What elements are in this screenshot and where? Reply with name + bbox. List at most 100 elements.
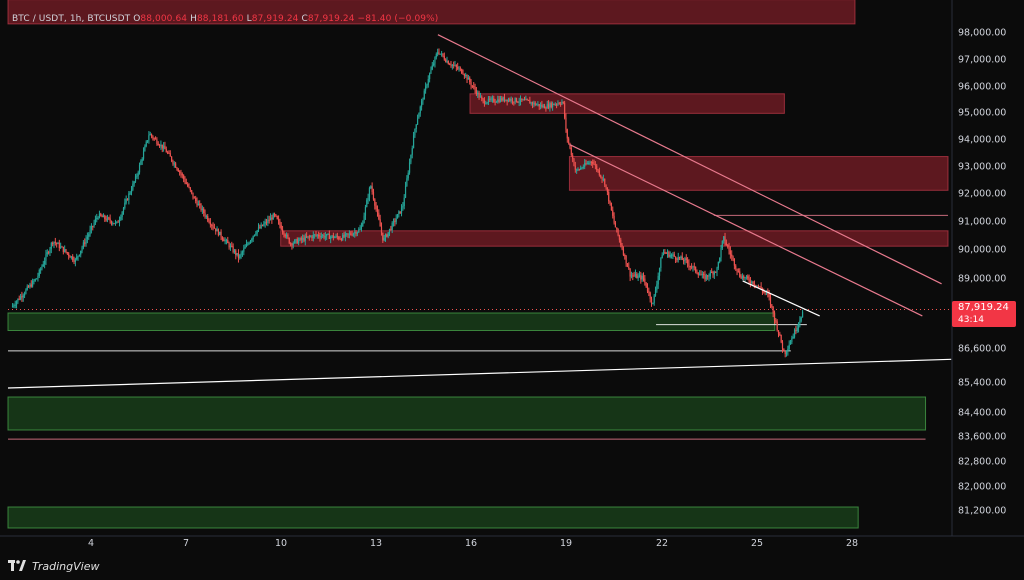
candle-body-36 bbox=[60, 246, 62, 248]
candle-body-329 bbox=[451, 64, 453, 66]
date-tick-label: 22 bbox=[656, 538, 668, 549]
candle-body-55 bbox=[85, 239, 87, 244]
candle-body-236 bbox=[327, 233, 329, 235]
candle-body-56 bbox=[86, 236, 89, 240]
candle-body-128 bbox=[183, 175, 185, 179]
candle-body-9 bbox=[23, 293, 26, 296]
candle-body-48 bbox=[76, 256, 78, 260]
candle-body-434 bbox=[592, 162, 594, 164]
candle-body-269 bbox=[371, 186, 373, 193]
candle-body-566 bbox=[768, 293, 770, 297]
candle-body-133 bbox=[189, 187, 191, 191]
candle-body-376 bbox=[514, 97, 516, 102]
support-zone-5[interactable] bbox=[7, 396, 927, 431]
candle-body-577 bbox=[783, 348, 785, 352]
support-zone-6[interactable] bbox=[7, 506, 859, 529]
candle-body-389 bbox=[531, 102, 534, 105]
candle-body-114 bbox=[164, 145, 166, 150]
candle-body-344 bbox=[471, 85, 473, 87]
resistance-zone-3[interactable] bbox=[280, 230, 949, 247]
candle-body-121 bbox=[173, 163, 175, 165]
trendline-0[interactable] bbox=[437, 34, 942, 285]
candle-body-43 bbox=[69, 255, 71, 258]
candle-body-172 bbox=[241, 251, 244, 254]
candle-body-311 bbox=[427, 79, 429, 85]
candle-body-209 bbox=[291, 243, 293, 246]
candle-body-293 bbox=[403, 197, 405, 207]
candle-body-130 bbox=[185, 182, 187, 184]
resistance-zone-1[interactable] bbox=[469, 93, 785, 114]
candle-body-370 bbox=[506, 99, 508, 102]
candle-body-30 bbox=[52, 243, 54, 245]
price-tick-label: 98,000.00 bbox=[958, 28, 1006, 39]
support-zone-4[interactable] bbox=[7, 312, 776, 331]
candle-body-286 bbox=[394, 220, 396, 222]
candle-body-112 bbox=[161, 144, 163, 149]
candle-body-314 bbox=[431, 65, 433, 70]
resistance-zone-0[interactable] bbox=[7, 0, 856, 25]
candle-body-25 bbox=[45, 254, 47, 261]
candle-body-368 bbox=[503, 97, 506, 101]
candle-body-290 bbox=[399, 211, 401, 214]
candle-body-491 bbox=[668, 252, 670, 257]
candle-body-135 bbox=[192, 192, 194, 198]
candle-body-375 bbox=[513, 101, 515, 103]
candle-body-355 bbox=[486, 102, 488, 104]
tradingview-footer[interactable]: TradingView bbox=[8, 557, 99, 575]
trendline-3[interactable] bbox=[7, 358, 952, 389]
candle-body-581 bbox=[788, 344, 790, 349]
candle-body-554 bbox=[752, 281, 754, 285]
candle-body-542 bbox=[736, 268, 738, 272]
candle-body-383 bbox=[523, 99, 526, 101]
candle-body-273 bbox=[376, 209, 379, 213]
candle-body-381 bbox=[521, 98, 523, 101]
candle-body-246 bbox=[340, 238, 342, 241]
trendline-1[interactable] bbox=[569, 143, 923, 317]
candle-body-280 bbox=[386, 234, 388, 237]
date-tick-label: 4 bbox=[88, 538, 94, 549]
candle-body-475 bbox=[646, 287, 649, 292]
candle-body-499 bbox=[678, 256, 681, 259]
candle-body-439 bbox=[598, 170, 600, 176]
candle-body-392 bbox=[535, 104, 538, 106]
price-tick-label: 82,800.00 bbox=[958, 457, 1006, 468]
candle-body-587 bbox=[796, 327, 798, 332]
candle-body-289 bbox=[398, 211, 400, 215]
candle-body-249 bbox=[344, 233, 346, 237]
candle-body-262 bbox=[362, 223, 364, 227]
trendline-2[interactable] bbox=[742, 280, 820, 317]
candle-body-160 bbox=[225, 240, 228, 242]
candle-body-443 bbox=[604, 178, 606, 185]
candle-body-584 bbox=[792, 336, 794, 339]
candle-body-165 bbox=[232, 246, 234, 253]
candle-body-440 bbox=[600, 175, 602, 178]
candle-body-231 bbox=[320, 236, 322, 238]
candle-body-486 bbox=[661, 255, 663, 259]
candle-body-317 bbox=[435, 54, 437, 58]
candle-body-191 bbox=[267, 219, 269, 223]
price-tick-label: 84,400.00 bbox=[958, 408, 1006, 419]
candle-body-131 bbox=[187, 183, 189, 187]
candle-body-73 bbox=[109, 218, 111, 222]
candle-body-70 bbox=[105, 218, 107, 221]
candle-body-496 bbox=[674, 256, 677, 260]
date-tick-label: 16 bbox=[465, 538, 477, 549]
candle-body-67 bbox=[101, 215, 103, 218]
high-value: 88,181.60 bbox=[196, 14, 244, 24]
candle-body-126 bbox=[180, 172, 182, 174]
candle-body-359 bbox=[491, 98, 494, 100]
candle-body-263 bbox=[363, 215, 365, 224]
candle-body-21 bbox=[40, 269, 42, 271]
candle-body-585 bbox=[793, 329, 796, 337]
candle-body-530 bbox=[720, 247, 722, 258]
candle-body-294 bbox=[404, 185, 407, 198]
candle-body-527 bbox=[716, 267, 718, 272]
candle-body-99 bbox=[144, 146, 146, 152]
candle-body-560 bbox=[760, 286, 762, 289]
candle-body-328 bbox=[450, 64, 452, 66]
candle-body-552 bbox=[749, 281, 752, 284]
resistance-zone-2[interactable] bbox=[568, 156, 949, 191]
candle-body-335 bbox=[459, 68, 461, 70]
